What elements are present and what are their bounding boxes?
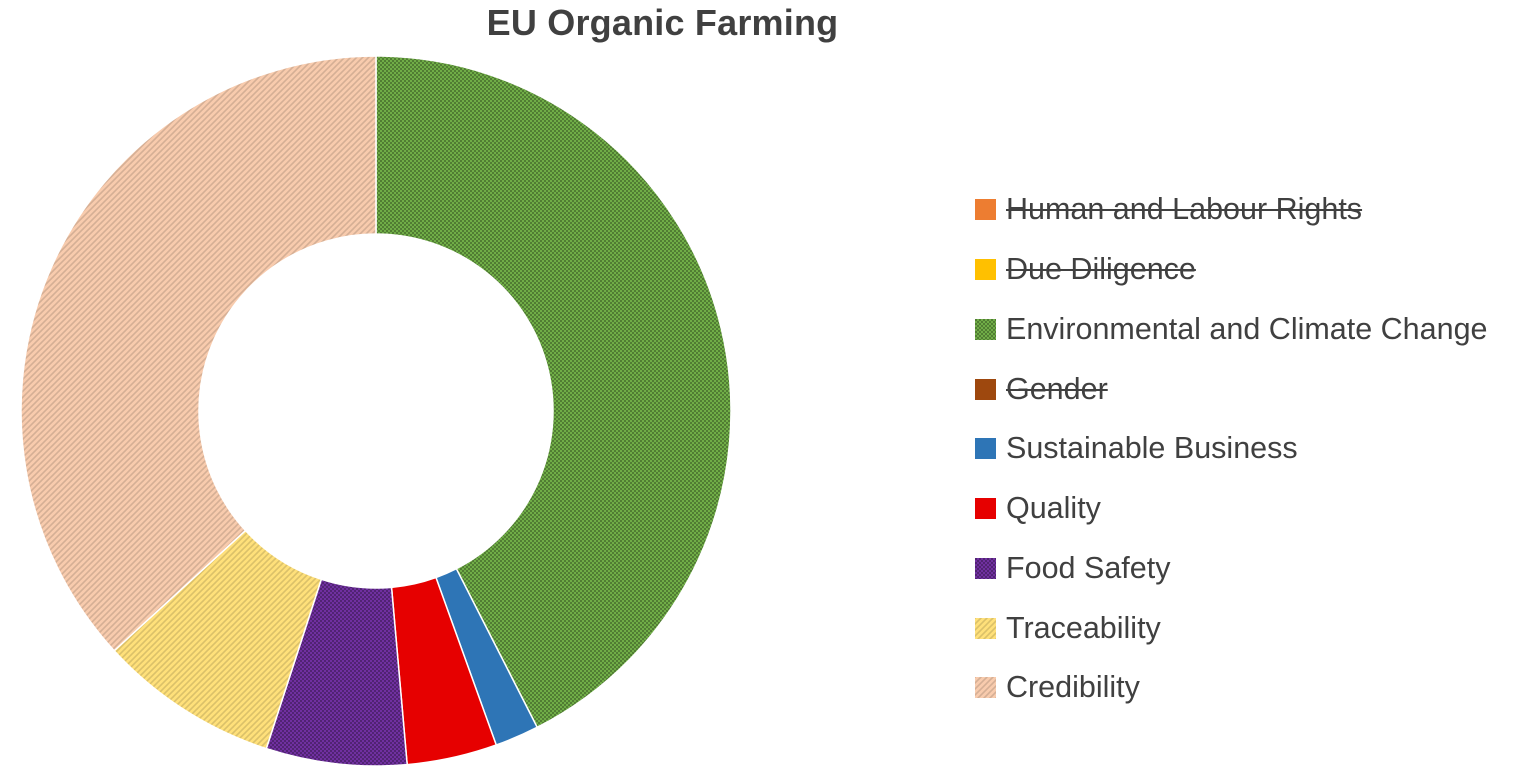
legend-label: Gender — [1006, 371, 1108, 406]
legend-swatch — [975, 617, 996, 639]
legend-swatch — [975, 378, 996, 400]
legend-item-due-diligence[interactable]: Due Diligence — [975, 240, 1531, 300]
legend-item-traceability[interactable]: Traceability — [975, 598, 1531, 658]
legend-item-human-and-labour-rights[interactable]: Human and Labour Rights — [975, 180, 1531, 240]
legend-label: Sustainable Business — [1006, 431, 1298, 466]
legend-item-credibility[interactable]: Credibility — [975, 658, 1531, 718]
legend-label: Food Safety — [1006, 550, 1171, 585]
legend-item-food-safety[interactable]: Food Safety — [975, 539, 1531, 599]
legend-swatch — [975, 677, 996, 699]
legend-swatch — [975, 199, 996, 221]
chart-legend: Human and Labour Rights Due Diligence Envi… — [975, 180, 1531, 718]
legend-label: Environmental and Climate Change — [1006, 311, 1488, 346]
legend-item-sustainable-business[interactable]: Sustainable Business — [975, 419, 1531, 479]
legend-swatch — [975, 259, 996, 281]
legend-label: Traceability — [1006, 610, 1161, 645]
slice-environmental-and-climate-change — [375, 55, 732, 729]
legend-label: Human and Labour Rights — [1006, 192, 1363, 227]
legend-label: Quality — [1006, 491, 1101, 526]
legend-label: Credibility — [1006, 670, 1140, 705]
legend-swatch — [975, 557, 996, 579]
legend-item-gender[interactable]: Gender — [975, 359, 1531, 419]
doughnut-slices — [20, 55, 732, 767]
slice-credibility — [20, 55, 377, 652]
chart-title: EU Organic Farming — [486, 2, 839, 43]
legend-swatch — [975, 498, 996, 520]
legend-swatch — [975, 438, 996, 460]
legend-item-environmental-and-climate-change[interactable]: Environmental and Climate Change — [975, 300, 1531, 360]
legend-label: Due Diligence — [1006, 252, 1196, 287]
legend-swatch — [975, 318, 996, 340]
legend-item-quality[interactable]: Quality — [975, 479, 1531, 539]
